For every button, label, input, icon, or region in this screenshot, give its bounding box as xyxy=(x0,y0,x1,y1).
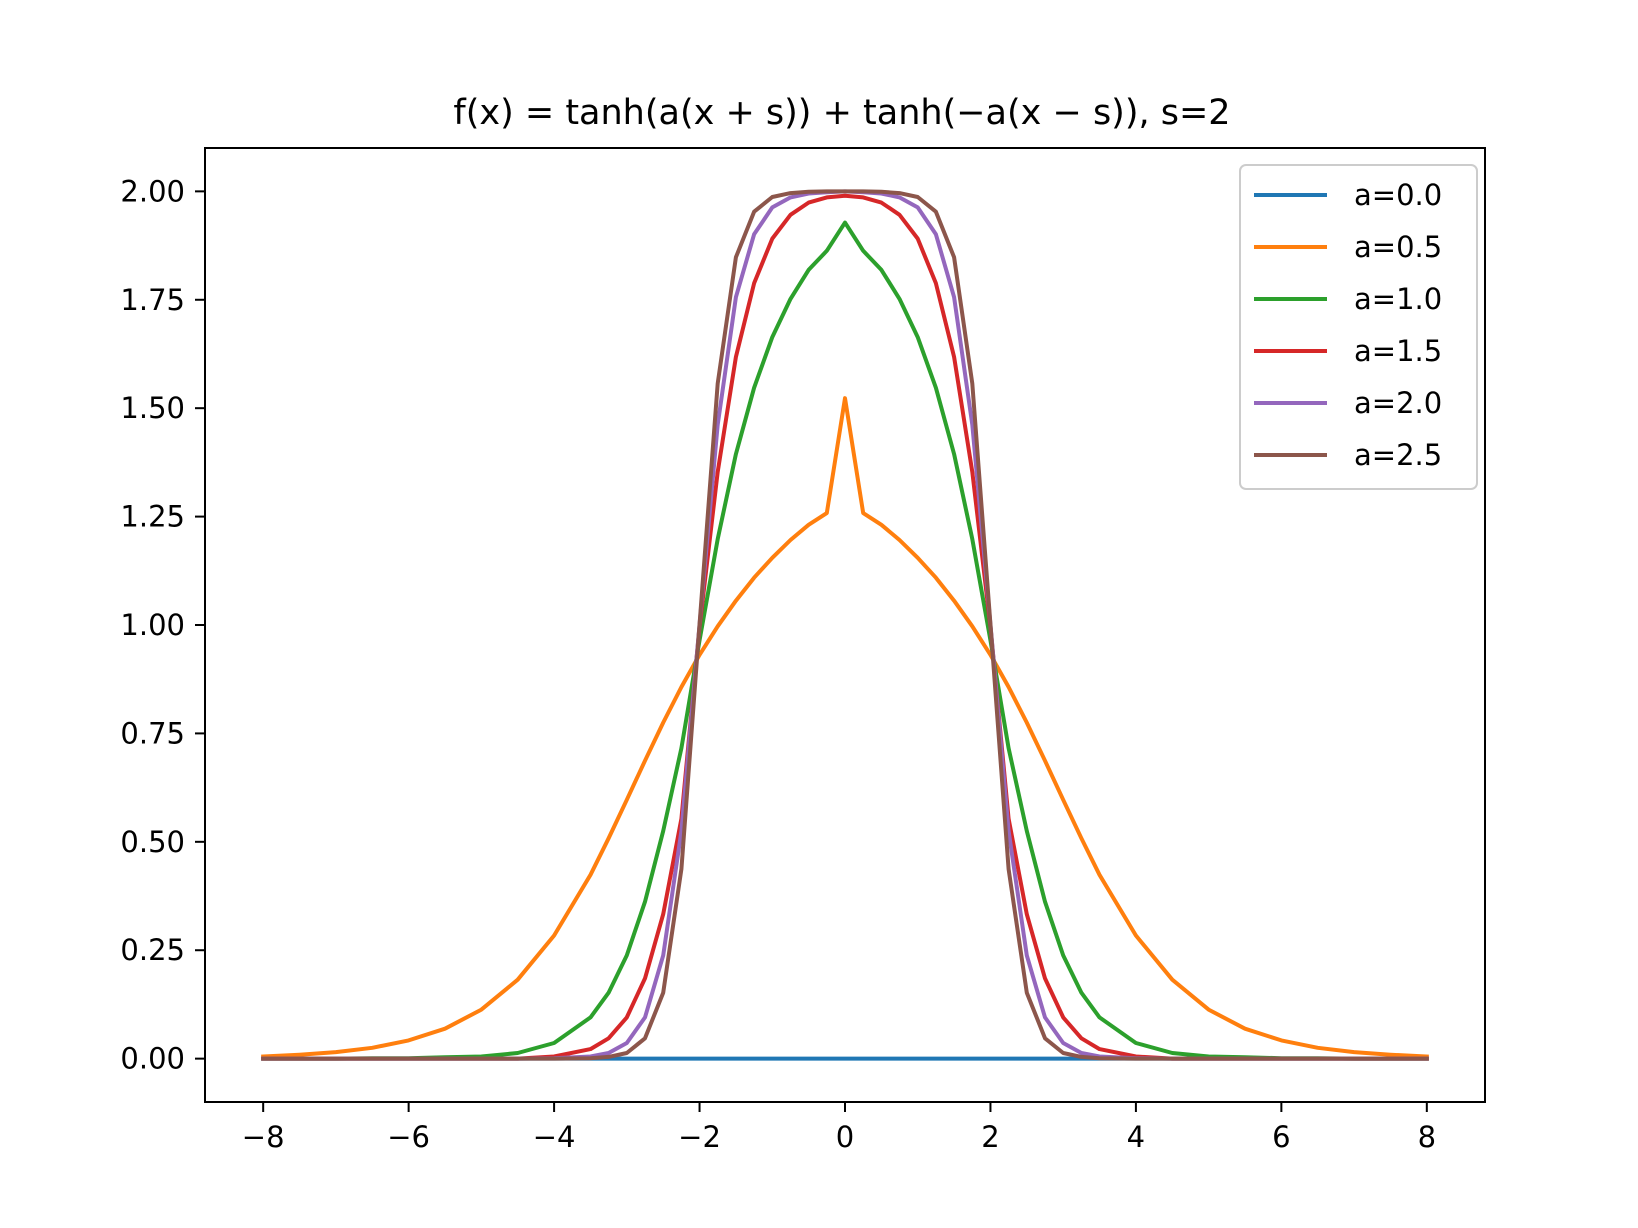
legend-label-0: a=0.0 xyxy=(1354,178,1442,212)
x-tick-label: −4 xyxy=(533,1120,576,1154)
legend-label-4: a=2.0 xyxy=(1354,386,1442,420)
series-line-1 xyxy=(261,396,1429,1059)
y-tick-label: 2.00 xyxy=(120,174,185,208)
x-tick-label: 4 xyxy=(1127,1120,1145,1154)
chart-title: f(x) = tanh(a(x + s)) + tanh(−a(x − s)),… xyxy=(453,93,1230,133)
y-tick-label: 1.25 xyxy=(120,500,185,534)
x-axis: −8 −6 −4 −2 0 2 4 6 8 xyxy=(242,1102,1436,1154)
legend-label-5: a=2.5 xyxy=(1354,438,1442,472)
series-line-5 xyxy=(261,189,1429,1061)
x-tick-label: −6 xyxy=(387,1120,430,1154)
legend-label-3: a=1.5 xyxy=(1354,334,1442,368)
x-tick-label: −8 xyxy=(242,1120,285,1154)
plot-area xyxy=(204,147,1486,1103)
y-tick-label: 1.00 xyxy=(120,608,185,642)
y-tick-label: 1.50 xyxy=(120,391,185,425)
x-tick-label: 6 xyxy=(1272,1120,1290,1154)
series-line-2 xyxy=(261,220,1429,1061)
legend-label-1: a=0.5 xyxy=(1354,230,1442,264)
y-tick-label: 0.50 xyxy=(120,825,185,859)
x-tick-label: −2 xyxy=(678,1120,721,1154)
legend: a=0.0 a=0.5 a=1.0 a=1.5 a=2.0 a=2.5 xyxy=(1239,164,1478,490)
y-tick-label: 0.00 xyxy=(120,1042,185,1076)
x-tick-label: 8 xyxy=(1418,1120,1436,1154)
y-axis: 0.00 0.25 0.50 0.75 1.00 1.25 1.50 1.75 2.00 xyxy=(120,174,205,1076)
y-tick-label: 0.25 xyxy=(120,933,185,967)
y-tick-label: 0.75 xyxy=(120,716,185,750)
x-tick-label: 0 xyxy=(836,1120,854,1154)
x-tick-label: 2 xyxy=(981,1120,999,1154)
y-tick-label: 1.75 xyxy=(120,283,185,317)
legend-label-2: a=1.0 xyxy=(1354,282,1442,316)
